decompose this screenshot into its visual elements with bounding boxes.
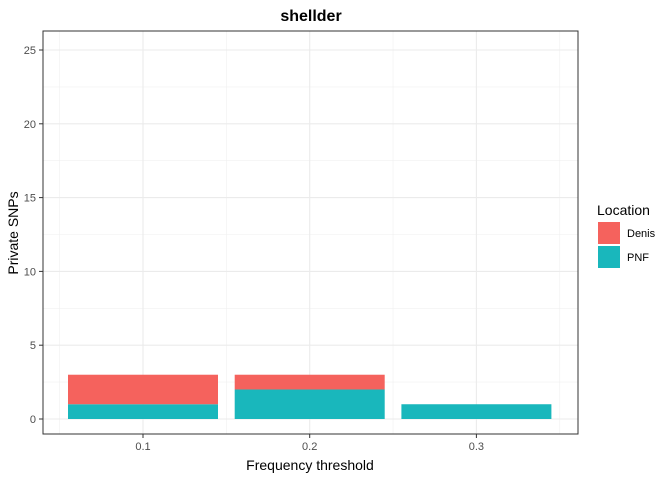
chart-title: shellder	[280, 8, 341, 25]
legend-key-pnf	[598, 246, 620, 268]
plot-border	[42, 30, 579, 435]
y-tick-label: 0	[30, 414, 36, 426]
bar-denis-0.2	[234, 374, 385, 390]
legend-key-denis	[598, 222, 620, 244]
y-tick-label: 20	[24, 119, 36, 131]
y-axis-title: Private SNPs	[5, 191, 21, 274]
bar-pnf-0.3	[401, 404, 552, 419]
plot-area	[42, 30, 579, 435]
x-axis-title: Frequency threshold	[246, 457, 374, 473]
bars	[68, 374, 552, 419]
bar-denis-0.1	[68, 374, 218, 405]
legend-label-pnf: PNF	[627, 252, 649, 264]
x-tick-label: 0.1	[135, 441, 150, 453]
y-tick-label: 10	[24, 266, 36, 278]
y-tick-label: 15	[24, 193, 36, 205]
x-axis: 0.1 0.2 0.3	[135, 434, 484, 453]
bar-pnf-0.2	[234, 389, 385, 419]
bar-pnf-0.1	[68, 404, 218, 419]
plot-background	[43, 31, 578, 434]
y-tick-label: 5	[30, 340, 36, 352]
y-tick-label: 25	[24, 45, 36, 57]
x-tick-label: 0.3	[469, 441, 484, 453]
minor-gridlines	[43, 31, 578, 434]
x-tick-label: 0.2	[302, 441, 317, 453]
y-axis: 0 5 10 15 20 25	[24, 45, 43, 426]
legend: Location Denis PNF	[597, 202, 656, 268]
legend-title: Location	[597, 202, 650, 218]
legend-label-denis: Denis	[627, 228, 656, 240]
